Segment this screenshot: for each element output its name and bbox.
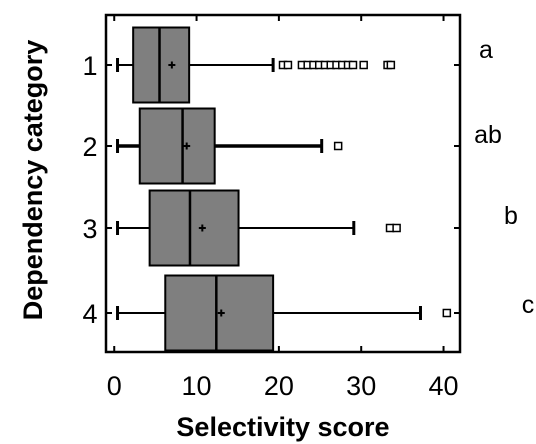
x-axis-title: Selectivity score xyxy=(176,412,389,442)
plot-frame xyxy=(104,13,462,354)
group-letter: b xyxy=(504,202,518,230)
box-group-3 xyxy=(116,189,401,267)
y-tick-label: 3 xyxy=(82,214,97,244)
box-group-4 xyxy=(116,274,452,352)
box-group-2 xyxy=(116,107,343,185)
group-letter: a xyxy=(479,36,493,64)
group-letter: ab xyxy=(474,121,502,149)
outlier-point xyxy=(283,60,293,70)
outlier-point xyxy=(392,223,401,233)
box-iqr xyxy=(164,274,275,352)
y-tick-label: 4 xyxy=(82,299,97,329)
y-tick-label: 2 xyxy=(82,132,97,162)
outlier-point xyxy=(442,308,452,318)
x-tick-label: 0 xyxy=(107,371,122,401)
x-tick-label: 10 xyxy=(182,371,212,401)
box-iqr xyxy=(138,107,216,185)
group-letter: c xyxy=(522,291,535,319)
x-tick-label: 30 xyxy=(346,371,376,401)
outlier-point xyxy=(359,60,368,70)
x-tick-label: 20 xyxy=(264,371,294,401)
outlier-point xyxy=(386,60,396,70)
outlier-point xyxy=(348,60,358,70)
box-iqr xyxy=(148,189,240,267)
box-group-1 xyxy=(116,26,396,104)
outlier-point xyxy=(333,141,343,151)
box-iqr xyxy=(132,26,191,104)
y-tick-label: 1 xyxy=(82,51,97,81)
y-axis-title: Dependency category xyxy=(18,40,48,321)
x-tick-label: 40 xyxy=(429,371,459,401)
